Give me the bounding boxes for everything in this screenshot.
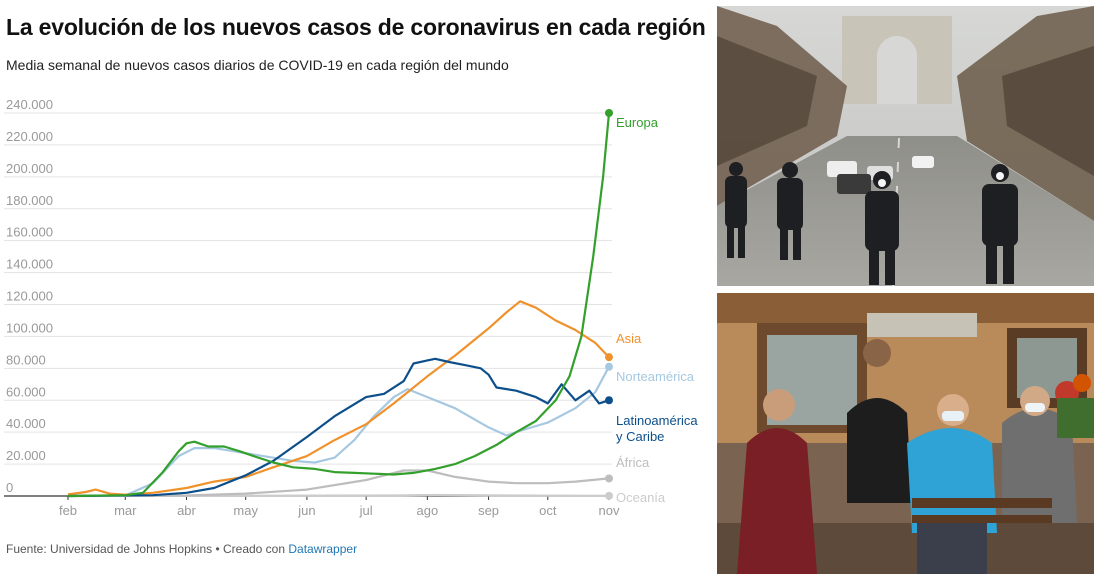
y-tick-label: 160.000	[6, 225, 53, 240]
x-tick-label: abr	[177, 503, 196, 518]
x-tick-label: oct	[539, 503, 557, 518]
datawrapper-link[interactable]: Datawrapper	[288, 542, 358, 556]
photo-paris-police	[717, 6, 1094, 286]
series-line	[67, 300, 610, 496]
y-tick-label: 60.000	[6, 384, 46, 399]
series-label: Asia	[616, 331, 642, 346]
series-label: África	[616, 455, 650, 470]
line-chart: 0 20.000 40.000 60.000 80.000 100.000 120.000 1…	[4, 97, 698, 518]
series-endpoint	[605, 474, 613, 483]
series-endpoint	[605, 109, 613, 117]
series-line	[67, 112, 611, 498]
y-tick-label: 100.000	[6, 320, 53, 335]
x-tick-label: nov	[599, 503, 620, 518]
series-label: Europa	[616, 115, 659, 130]
y-tick-label: 20.000	[6, 448, 46, 463]
x-tick-label: sep	[478, 503, 499, 518]
y-tick-label: 40.000	[6, 416, 46, 431]
x-tick-label: ago	[416, 503, 438, 518]
series-line	[67, 493, 610, 498]
series-endpoint	[605, 396, 613, 405]
chart-title: La evolución de los nuevos casos de coro…	[6, 14, 706, 40]
series-endpoint	[605, 491, 613, 500]
arc-de-triomphe	[842, 16, 952, 104]
y-tick-label: 140.000	[6, 257, 53, 272]
series-endpoint	[605, 353, 613, 362]
y-tick-label: 200.000	[6, 161, 53, 176]
series-line	[67, 366, 610, 498]
y-tick-label: 120.000	[6, 289, 53, 304]
x-tick-label: jul	[359, 503, 373, 518]
x-tick-label: mar	[114, 503, 137, 518]
series-label: Oceanía	[616, 490, 666, 505]
y-tick-label: 240.000	[6, 97, 53, 112]
chart-subtitle: Media semanal de nuevos casos diarios de…	[6, 57, 509, 73]
series-label: Latinoamérica	[616, 413, 698, 428]
y-tick-label: 180.000	[6, 193, 53, 208]
chart-footer: Fuente: Universidad de Johns Hopkins • C…	[6, 542, 357, 556]
x-tick-label: may	[233, 503, 258, 518]
x-tick-label: jun	[297, 503, 315, 518]
chart-panel: La evolución de los nuevos casos de coro…	[4, 14, 706, 556]
divider	[712, 0, 717, 580]
series-label: y Caribe	[616, 429, 664, 444]
series-line	[67, 357, 610, 498]
photo-people-masks	[717, 293, 1094, 574]
series-endpoint	[605, 362, 613, 371]
x-tick-label: feb	[59, 503, 77, 518]
source-text: Fuente: Universidad de Johns Hopkins • C…	[6, 542, 289, 556]
y-tick-label: 0	[6, 480, 13, 495]
y-tick-label: 80.000	[6, 352, 46, 367]
series-label: Norteamérica	[616, 369, 695, 384]
y-tick-label: 220.000	[6, 129, 53, 144]
